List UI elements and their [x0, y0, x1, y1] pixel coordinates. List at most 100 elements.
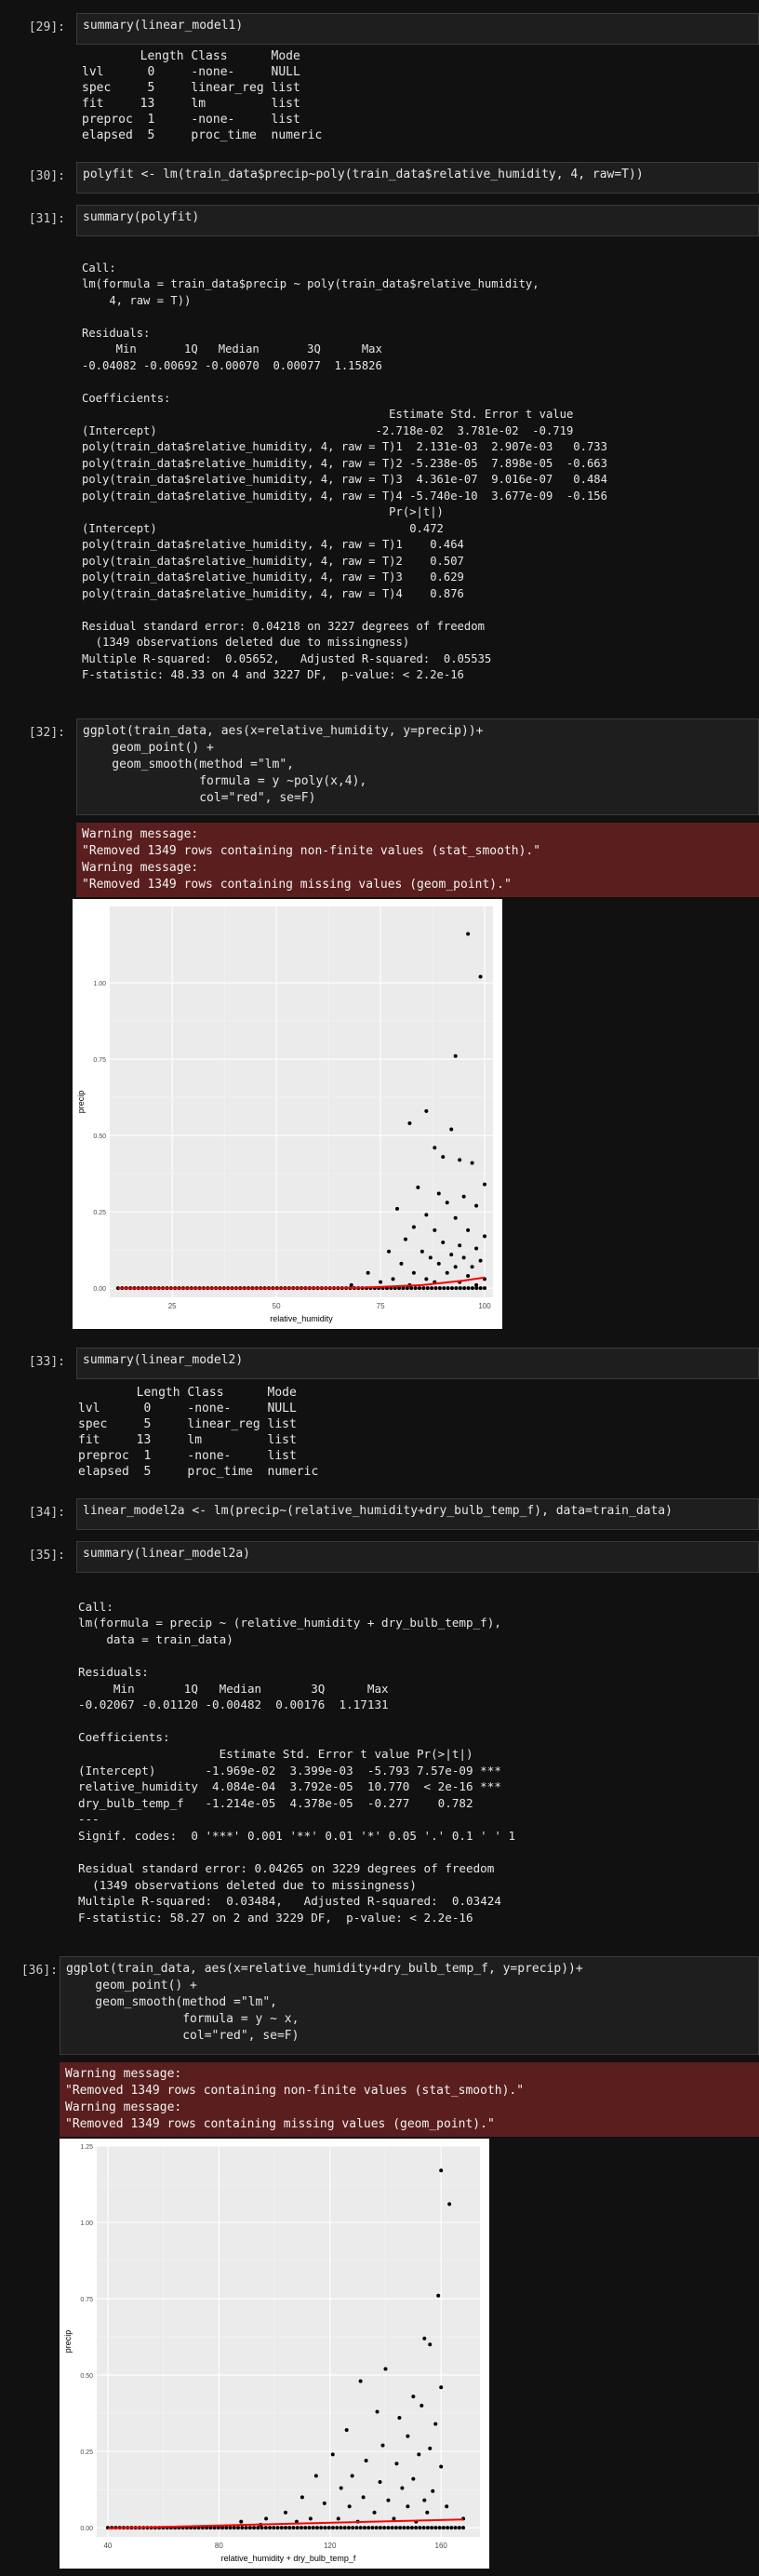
- data-point: [375, 2409, 380, 2414]
- plot-panel: [97, 2146, 480, 2537]
- data-point: [417, 1286, 421, 1291]
- data-point: [232, 2526, 236, 2530]
- data-point: [382, 2526, 387, 2530]
- data-point: [349, 1282, 353, 1287]
- data-point: [421, 2526, 426, 2530]
- data-point: [354, 2526, 359, 2530]
- x-tick-label: 75: [377, 1302, 385, 1310]
- code-cell-input[interactable]: summary(linear_model2a): [76, 1541, 759, 1573]
- plot-panel: [110, 906, 493, 1297]
- data-point: [284, 2526, 288, 2530]
- cell-prompt: [35]:: [28, 1549, 65, 1563]
- data-point: [424, 1277, 429, 1281]
- data-point: [422, 2498, 427, 2502]
- data-point: [387, 1249, 392, 1254]
- data-point: [424, 1108, 429, 1113]
- data-point: [378, 2479, 382, 2484]
- data-point: [347, 2504, 352, 2509]
- data-point: [409, 1286, 414, 1291]
- y-tick-label: 0.25: [93, 1210, 106, 1216]
- data-point: [478, 974, 483, 979]
- data-point: [449, 2526, 454, 2530]
- data-point: [378, 2526, 382, 2530]
- data-point: [393, 2526, 398, 2530]
- data-point: [436, 2293, 441, 2298]
- cell-output: Call: lm(formula = precip ~ (relative_hu…: [78, 1599, 516, 1925]
- data-point: [291, 2526, 296, 2530]
- data-point: [436, 1261, 441, 1266]
- data-point: [474, 1203, 479, 1208]
- data-point: [446, 2526, 450, 2530]
- code-cell-input[interactable]: summary(linear_model2): [76, 1348, 759, 1379]
- data-point: [379, 1280, 383, 1284]
- data-point: [441, 2526, 446, 2530]
- data-point: [392, 2516, 396, 2521]
- y-tick-label: 0.00: [80, 2526, 93, 2532]
- data-point: [439, 2168, 444, 2173]
- data-point: [326, 2526, 331, 2530]
- data-point: [474, 1282, 479, 1287]
- code-cell-input[interactable]: ggplot(train_data, aes(x=relative_humidi…: [76, 718, 759, 815]
- data-point: [406, 2526, 410, 2530]
- data-point: [409, 2526, 414, 2530]
- x-tick-label: 160: [435, 2542, 448, 2550]
- y-tick-label: 0.00: [93, 1286, 106, 1293]
- data-point: [433, 1146, 437, 1150]
- warning-output: Warning message: "Removed 1349 rows cont…: [60, 2062, 759, 2137]
- data-point: [299, 2526, 303, 2530]
- data-point: [390, 2526, 394, 2530]
- fit-line: [118, 1276, 486, 1290]
- data-point: [419, 1249, 424, 1254]
- code-cell-input[interactable]: polyfit <- lm(train_data$precip~poly(tra…: [76, 162, 759, 194]
- data-point: [406, 2434, 410, 2438]
- y-tick-label: 0.50: [80, 2373, 93, 2380]
- data-point: [407, 1120, 412, 1125]
- data-point: [430, 1286, 434, 1291]
- cell-prompt: [34]:: [28, 1506, 65, 1520]
- data-point: [466, 1274, 471, 1279]
- data-point: [295, 2526, 300, 2530]
- data-point: [208, 2526, 213, 2530]
- data-point: [430, 2526, 434, 2530]
- data-point: [405, 1286, 409, 1291]
- warning-output: Warning message: "Removed 1349 rows cont…: [76, 823, 759, 897]
- code-cell-input[interactable]: linear_model2a <- lm(precip~(relative_hu…: [76, 1498, 759, 1530]
- data-point: [411, 2476, 416, 2481]
- data-point: [220, 2526, 225, 2530]
- data-point: [483, 1234, 487, 1239]
- data-point: [205, 2526, 209, 2530]
- data-point: [461, 2526, 466, 2530]
- data-point: [418, 2526, 422, 2530]
- data-point: [474, 1286, 479, 1291]
- data-point: [470, 1161, 474, 1165]
- data-point: [366, 2526, 371, 2530]
- data-point: [397, 1286, 402, 1291]
- data-point: [279, 2526, 284, 2530]
- data-point: [446, 1286, 450, 1291]
- x-axis-label: relative_humidity + dry_bulb_temp_f: [221, 2554, 356, 2563]
- cell-prompt: [30]:: [28, 169, 65, 183]
- data-point: [401, 1286, 406, 1291]
- code-cell-input[interactable]: ggplot(train_data, aes(x=relative_humidi…: [60, 1956, 759, 2055]
- data-point: [335, 2526, 340, 2530]
- data-point: [303, 2526, 308, 2530]
- data-point: [442, 1286, 446, 1291]
- data-point: [478, 1286, 483, 1291]
- data-point: [372, 2510, 377, 2515]
- data-point: [411, 1225, 416, 1229]
- code-cell-input[interactable]: summary(polyfit): [76, 205, 759, 236]
- code-cell-input[interactable]: summary(linear_model1): [76, 13, 759, 45]
- x-tick-label: 50: [273, 1302, 281, 1310]
- data-point: [453, 2526, 458, 2530]
- data-point: [437, 2526, 442, 2530]
- data-point: [346, 2526, 351, 2530]
- cell-prompt: [31]:: [28, 212, 65, 226]
- data-point: [386, 2498, 391, 2502]
- data-point: [417, 2452, 421, 2457]
- data-point: [236, 2526, 241, 2530]
- data-point: [483, 1286, 487, 1291]
- data-point: [342, 2526, 347, 2530]
- data-point: [449, 1127, 454, 1132]
- data-point: [275, 2526, 280, 2530]
- data-point: [361, 2495, 366, 2500]
